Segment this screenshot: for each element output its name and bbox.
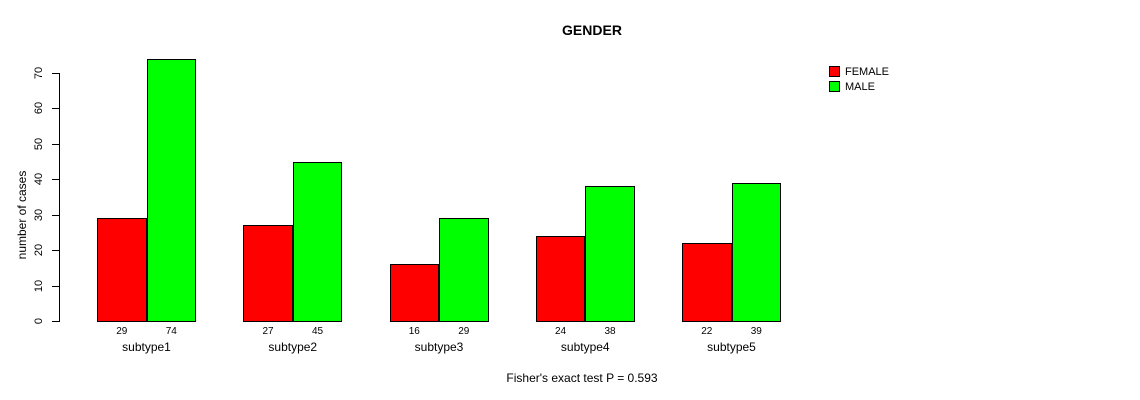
legend-swatch-female — [829, 66, 840, 77]
bar-female-subtype3 — [389, 264, 439, 322]
bar-value-label-male-subtype4: 38 — [604, 326, 616, 337]
bar-value-label-female-subtype2: 27 — [262, 326, 274, 337]
y-tick-mark — [52, 250, 59, 252]
legend-label-female: FEMALE — [845, 65, 890, 78]
y-tick-label: 60 — [33, 102, 45, 115]
y-tick-mark — [52, 321, 59, 322]
legend-item-female: FEMALE — [829, 64, 889, 79]
y-tick-label: 30 — [33, 208, 45, 221]
y-tick-label: 0 — [33, 317, 45, 325]
bar-female-subtype5 — [682, 243, 732, 322]
chart-title: GENDER — [562, 22, 622, 38]
legend-swatch-male — [829, 81, 840, 92]
category-label-subtype1: subtype1 — [122, 340, 171, 354]
y-tick-label: 10 — [33, 279, 45, 292]
bar-value-label-male-subtype1: 74 — [165, 326, 177, 337]
bar-value-label-female-subtype5: 22 — [701, 326, 713, 337]
y-tick-label: 70 — [33, 66, 45, 80]
y-tick-mark — [52, 108, 59, 110]
y-axis-label: number of cases — [15, 170, 29, 260]
bar-female-subtype1 — [97, 218, 147, 322]
y-tick-label: 20 — [33, 244, 45, 257]
category-label-subtype3: subtype3 — [414, 340, 464, 354]
bar-male-subtype4 — [585, 186, 635, 322]
bar-female-subtype4 — [535, 235, 586, 322]
category-label-subtype5: subtype5 — [707, 340, 756, 354]
y-tick-mark — [52, 285, 59, 287]
bar-value-label-male-subtype5: 39 — [750, 326, 762, 337]
bar-value-label-male-subtype2: 45 — [311, 326, 324, 337]
bar-value-label-female-subtype1: 29 — [116, 326, 128, 337]
category-label-subtype4: subtype4 — [560, 340, 610, 354]
legend-item-male: MALE — [829, 79, 889, 94]
bar-male-subtype2 — [292, 161, 343, 322]
legend-label-male: MALE — [845, 80, 875, 93]
category-label-subtype2: subtype2 — [268, 340, 318, 354]
bar-value-label-female-subtype3: 16 — [408, 326, 420, 337]
bar-male-subtype1 — [146, 58, 196, 322]
y-tick-label: 50 — [33, 137, 45, 150]
bar-value-label-male-subtype3: 29 — [458, 326, 470, 337]
y-tick-mark — [52, 214, 59, 216]
bar-male-subtype5 — [731, 182, 781, 322]
y-tick-label: 40 — [33, 173, 45, 186]
bar-female-subtype2 — [243, 225, 293, 322]
y-tick-mark — [52, 179, 59, 181]
caption-text: Fisher's exact test P = 0.593 — [506, 371, 658, 385]
y-tick-mark — [52, 143, 59, 145]
bar-male-subtype3 — [439, 218, 489, 322]
legend: FEMALE MALE — [829, 64, 889, 94]
y-tick-mark — [52, 73, 59, 74]
bar-value-label-female-subtype4: 24 — [554, 326, 567, 337]
y-axis-line — [59, 73, 60, 322]
